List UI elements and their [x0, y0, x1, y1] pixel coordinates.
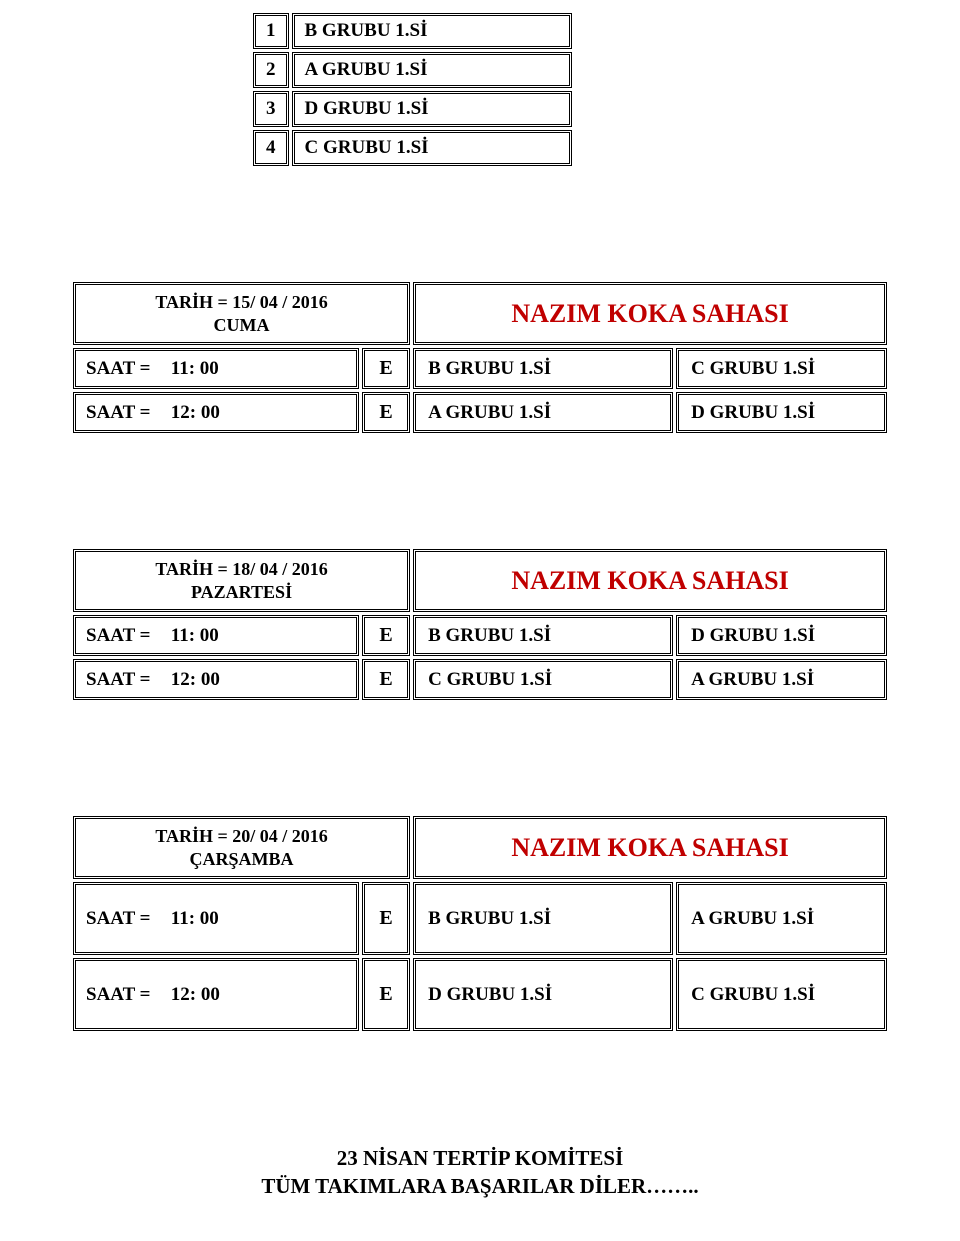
- table-row: 2 A GRUBU 1.Sİ: [253, 52, 572, 88]
- away-team: A GRUBU 1.Sİ: [676, 659, 887, 700]
- seed-num: 4: [253, 130, 289, 166]
- footer: 23 NİSAN TERTİP KOMİTESİ TÜM TAKIMLARA B…: [0, 1144, 960, 1201]
- schedule-day: CUMA: [214, 315, 270, 335]
- seed-num: 2: [253, 52, 289, 88]
- away-team: A GRUBU 1.Sİ: [676, 882, 887, 955]
- schedule-date-cell: TARİH = 15/ 04 / 2016 CUMA: [73, 282, 410, 345]
- time-cell: SAAT = 11: 00: [73, 882, 359, 955]
- home-team: B GRUBU 1.Sİ: [413, 882, 673, 955]
- schedule-block-3: TARİH = 20/ 04 / 2016 ÇARŞAMBA NAZIM KOK…: [70, 813, 890, 1034]
- schedule-date: TARİH = 20/ 04 / 2016: [155, 826, 327, 846]
- saat-label: SAAT =: [86, 908, 166, 930]
- e-cell: E: [362, 958, 410, 1031]
- seed-num: 3: [253, 91, 289, 127]
- time-value: 11: 00: [171, 625, 219, 646]
- home-team: D GRUBU 1.Sİ: [413, 958, 673, 1031]
- schedule-date: TARİH = 15/ 04 / 2016: [155, 292, 327, 312]
- time-value: 11: 00: [171, 908, 219, 929]
- saat-label: SAAT =: [86, 984, 166, 1006]
- schedule-date: TARİH = 18/ 04 / 2016: [155, 559, 327, 579]
- time-cell: SAAT = 12: 00: [73, 392, 359, 433]
- e-cell: E: [362, 882, 410, 955]
- time-cell: SAAT = 11: 00: [73, 615, 359, 656]
- away-team: C GRUBU 1.Sİ: [676, 958, 887, 1031]
- venue-title: NAZIM KOKA SAHASI: [413, 282, 887, 345]
- time-cell: SAAT = 12: 00: [73, 659, 359, 700]
- table-row: 4 C GRUBU 1.Sİ: [253, 130, 572, 166]
- table-row: SAAT = 11: 00 E B GRUBU 1.Sİ C GRUBU 1.S…: [73, 348, 887, 389]
- saat-label: SAAT =: [86, 358, 166, 380]
- table-row: 3 D GRUBU 1.Sİ: [253, 91, 572, 127]
- schedule-date-cell: TARİH = 20/ 04 / 2016 ÇARŞAMBA: [73, 816, 410, 879]
- e-cell: E: [362, 392, 410, 433]
- schedule-day: PAZARTESİ: [191, 582, 292, 602]
- table-row: TARİH = 18/ 04 / 2016 PAZARTESİ NAZIM KO…: [73, 549, 887, 612]
- table-row: SAAT = 12: 00 E A GRUBU 1.Sİ D GRUBU 1.S…: [73, 392, 887, 433]
- page: 1 B GRUBU 1.Sİ 2 A GRUBU 1.Sİ 3 D GRUBU …: [0, 0, 960, 1241]
- schedule-block-2: TARİH = 18/ 04 / 2016 PAZARTESİ NAZIM KO…: [70, 546, 890, 703]
- time-cell: SAAT = 12: 00: [73, 958, 359, 1031]
- time-value: 12: 00: [171, 669, 220, 690]
- time-value: 12: 00: [171, 984, 220, 1005]
- e-cell: E: [362, 348, 410, 389]
- table-row: TARİH = 15/ 04 / 2016 CUMA NAZIM KOKA SA…: [73, 282, 887, 345]
- saat-label: SAAT =: [86, 402, 166, 424]
- e-cell: E: [362, 659, 410, 700]
- schedule-block-1: TARİH = 15/ 04 / 2016 CUMA NAZIM KOKA SA…: [70, 279, 890, 436]
- e-cell: E: [362, 615, 410, 656]
- seed-label: B GRUBU 1.Sİ: [292, 13, 572, 49]
- schedule-table: TARİH = 15/ 04 / 2016 CUMA NAZIM KOKA SA…: [70, 279, 890, 436]
- venue-title: NAZIM KOKA SAHASI: [413, 816, 887, 879]
- table-row: SAAT = 12: 00 E C GRUBU 1.Sİ A GRUBU 1.S…: [73, 659, 887, 700]
- venue-title: NAZIM KOKA SAHASI: [413, 549, 887, 612]
- schedule-day: ÇARŞAMBA: [190, 849, 294, 869]
- seed-num: 1: [253, 13, 289, 49]
- table-row: SAAT = 11: 00 E B GRUBU 1.Sİ A GRUBU 1.S…: [73, 882, 887, 955]
- footer-line-1: 23 NİSAN TERTİP KOMİTESİ: [337, 1146, 624, 1170]
- footer-line-2: TÜM TAKIMLARA BAŞARILAR DİLER……..: [261, 1174, 698, 1198]
- schedule-table: TARİH = 18/ 04 / 2016 PAZARTESİ NAZIM KO…: [70, 546, 890, 703]
- seed-table: 1 B GRUBU 1.Sİ 2 A GRUBU 1.Sİ 3 D GRUBU …: [250, 10, 575, 169]
- table-row: TARİH = 20/ 04 / 2016 ÇARŞAMBA NAZIM KOK…: [73, 816, 887, 879]
- schedule-table: TARİH = 20/ 04 / 2016 ÇARŞAMBA NAZIM KOK…: [70, 813, 890, 1034]
- schedule-date-cell: TARİH = 18/ 04 / 2016 PAZARTESİ: [73, 549, 410, 612]
- home-team: A GRUBU 1.Sİ: [413, 392, 673, 433]
- away-team: C GRUBU 1.Sİ: [676, 348, 887, 389]
- seed-label: A GRUBU 1.Sİ: [292, 52, 572, 88]
- away-team: D GRUBU 1.Sİ: [676, 615, 887, 656]
- time-cell: SAAT = 11: 00: [73, 348, 359, 389]
- table-row: 1 B GRUBU 1.Sİ: [253, 13, 572, 49]
- away-team: D GRUBU 1.Sİ: [676, 392, 887, 433]
- table-row: SAAT = 11: 00 E B GRUBU 1.Sİ D GRUBU 1.S…: [73, 615, 887, 656]
- seed-label: D GRUBU 1.Sİ: [292, 91, 572, 127]
- home-team: B GRUBU 1.Sİ: [413, 348, 673, 389]
- saat-label: SAAT =: [86, 669, 166, 691]
- table-row: SAAT = 12: 00 E D GRUBU 1.Sİ C GRUBU 1.S…: [73, 958, 887, 1031]
- home-team: C GRUBU 1.Sİ: [413, 659, 673, 700]
- time-value: 12: 00: [171, 402, 220, 423]
- time-value: 11: 00: [171, 358, 219, 379]
- home-team: B GRUBU 1.Sİ: [413, 615, 673, 656]
- saat-label: SAAT =: [86, 625, 166, 647]
- seed-label: C GRUBU 1.Sİ: [292, 130, 572, 166]
